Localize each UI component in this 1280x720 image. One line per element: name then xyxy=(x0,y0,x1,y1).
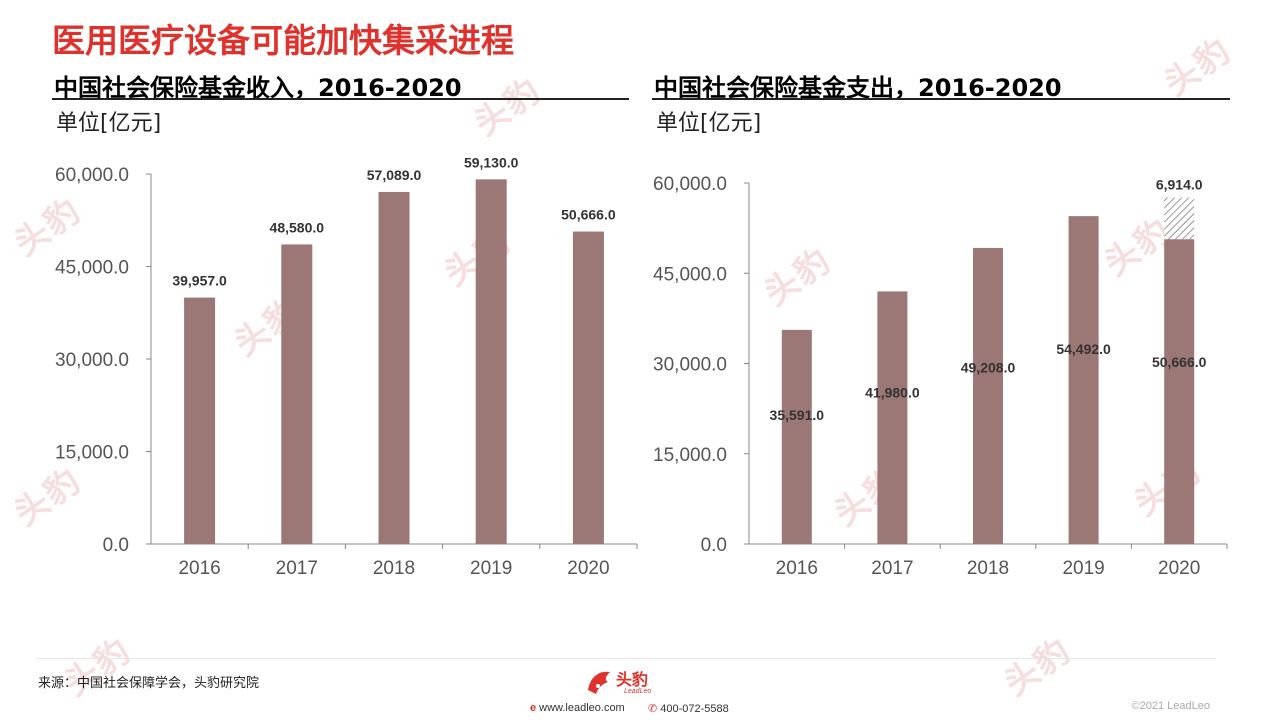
bar xyxy=(378,191,410,544)
bar-value-label: 41,980.0 xyxy=(865,385,920,401)
y-tick-label: 60,000.0 xyxy=(55,165,129,186)
x-tick-label: 2018 xyxy=(967,558,1009,579)
y-tick-label: 0.0 xyxy=(701,535,727,556)
bar xyxy=(1164,239,1195,545)
x-tick-label: 2018 xyxy=(373,558,415,579)
x-tick-label: 2017 xyxy=(276,558,318,579)
x-tick-label: 2020 xyxy=(1158,558,1200,579)
y-tick-label: 45,000.0 xyxy=(55,258,129,279)
bar-extra-value-label: 6,914.0 xyxy=(1156,177,1203,193)
bar xyxy=(572,231,604,544)
website-text: www.leadleo.com xyxy=(539,702,625,714)
bar-value-label: 50,666.0 xyxy=(1152,354,1207,370)
bar xyxy=(184,297,216,544)
x-tick-label: 2016 xyxy=(776,558,818,579)
bar-value-label: 59,130.0 xyxy=(464,154,519,170)
bar-value-label: 50,666.0 xyxy=(561,207,616,223)
x-tick-label: 2019 xyxy=(470,558,512,579)
bar-value-label: 35,591.0 xyxy=(770,407,825,423)
y-tick-label: 15,000.0 xyxy=(55,443,129,464)
y-tick-label: 0.0 xyxy=(103,535,129,556)
bar-value-label: 54,492.0 xyxy=(1056,341,1111,357)
chart-title-income: 中国社会保险基金收入，2016-2020 xyxy=(54,74,462,102)
bar-value-label: 49,208.0 xyxy=(961,359,1016,375)
x-tick-label: 2019 xyxy=(1062,558,1104,579)
leadleo-logo-icon xyxy=(588,671,610,694)
bar xyxy=(281,244,313,544)
x-tick-label: 2017 xyxy=(871,558,913,579)
chart-title-expense: 中国社会保险基金支出，2016-2020 xyxy=(654,74,1062,102)
y-tick-label: 60,000.0 xyxy=(653,174,727,195)
title-divider xyxy=(52,98,629,100)
bar xyxy=(475,179,507,545)
x-tick-label: 2016 xyxy=(178,558,220,579)
page-title: 医用医疗设备可能加快集采进程 xyxy=(52,21,514,60)
title-divider xyxy=(652,98,1230,100)
bar-extra-segment xyxy=(1164,197,1195,240)
logo-subtitle: LeadLeo xyxy=(624,688,652,695)
footer-divider xyxy=(36,658,1216,659)
bar xyxy=(1068,216,1099,544)
unit-label-income: 单位[亿元] xyxy=(56,111,162,136)
y-tick-label: 30,000.0 xyxy=(55,350,129,371)
web-icon: e xyxy=(530,702,537,714)
website-contact[interactable]: e www.leadleo.com xyxy=(530,702,625,714)
y-tick-label: 30,000.0 xyxy=(653,355,727,376)
phone-text: 400-072-5588 xyxy=(660,703,729,715)
bar xyxy=(781,329,812,544)
x-tick-label: 2020 xyxy=(567,558,609,579)
bar-value-label: 57,089.0 xyxy=(367,167,422,183)
bar-value-label: 48,580.0 xyxy=(270,219,325,235)
y-tick-label: 15,000.0 xyxy=(653,445,727,466)
unit-label-expense: 单位[亿元] xyxy=(656,111,762,136)
source-note: 来源：中国社会保障学会，头豹研究院 xyxy=(38,676,260,691)
logo-name: 头豹 xyxy=(616,670,649,689)
phone-contact[interactable]: ✆ 400-072-5588 xyxy=(648,702,729,715)
bar xyxy=(877,291,908,544)
bar-value-label: 39,957.0 xyxy=(172,273,227,289)
y-tick-label: 45,000.0 xyxy=(653,264,727,285)
copyright-text: ©2021 LeadLeo xyxy=(1131,700,1210,712)
bar xyxy=(973,247,1003,544)
phone-icon: ✆ xyxy=(648,703,658,715)
